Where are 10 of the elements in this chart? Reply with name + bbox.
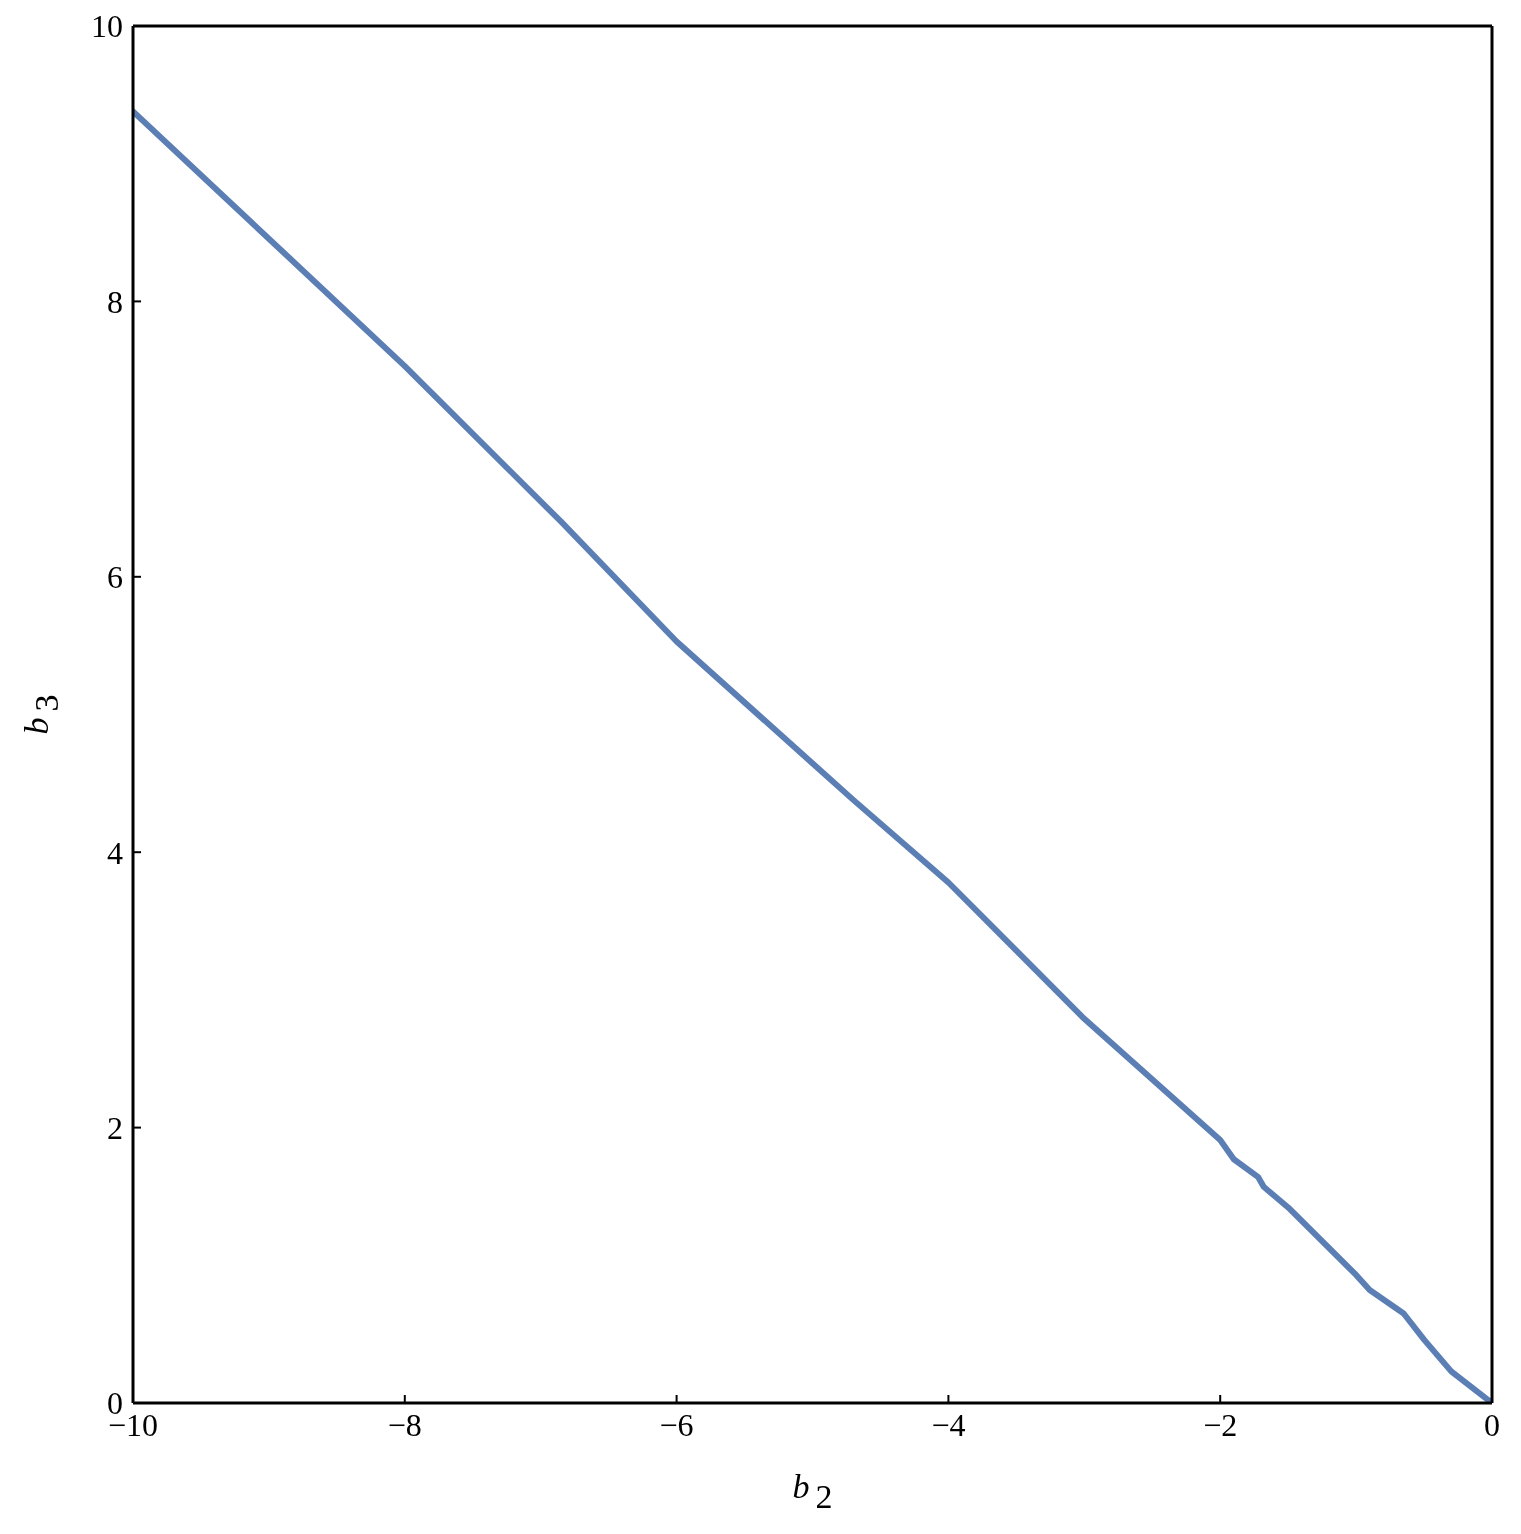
x-tick-label: −4 bbox=[931, 1406, 966, 1443]
y-tick-label: 6 bbox=[107, 559, 123, 596]
y-tick-label: 4 bbox=[107, 834, 123, 871]
x-tick-label: −6 bbox=[659, 1406, 694, 1443]
x-tick-label: 0 bbox=[1484, 1406, 1500, 1443]
y-tick-label: 10 bbox=[91, 8, 123, 45]
x-tick-label: −8 bbox=[387, 1406, 422, 1443]
y-tick-label: 8 bbox=[107, 283, 123, 320]
x-tick-label: −2 bbox=[1203, 1406, 1238, 1443]
y-tick-label: 2 bbox=[107, 1109, 123, 1146]
